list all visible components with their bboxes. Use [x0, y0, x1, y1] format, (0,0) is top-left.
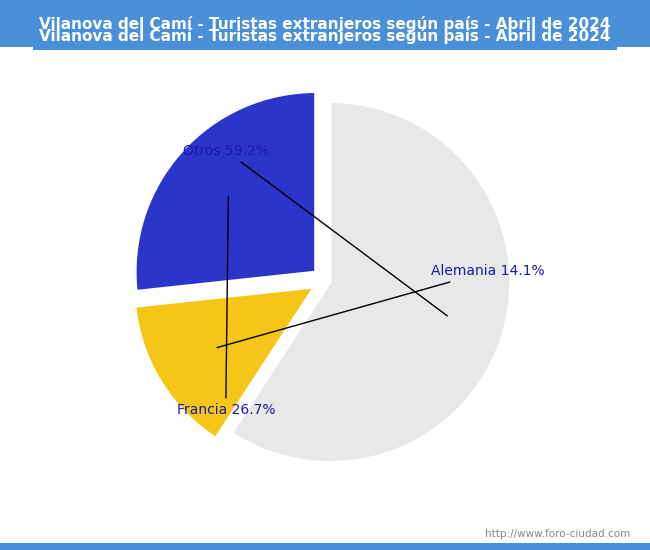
Text: Otros 59.2%: Otros 59.2% [183, 144, 447, 316]
Text: http://www.foro-ciudad.com: http://www.foro-ciudad.com [486, 529, 630, 539]
Text: Francia 26.7%: Francia 26.7% [177, 196, 275, 417]
Text: Vilanova del Camí - Turistas extranjeros según país - Abril de 2024: Vilanova del Camí - Turistas extranjeros… [39, 15, 611, 32]
Wedge shape [135, 287, 314, 438]
Wedge shape [135, 92, 316, 292]
Text: Alemania 14.1%: Alemania 14.1% [217, 265, 544, 348]
Text: Vilanova del Camí - Turistas extranjeros según país - Abril de 2024: Vilanova del Camí - Turistas extranjeros… [39, 28, 611, 43]
Wedge shape [231, 102, 511, 463]
